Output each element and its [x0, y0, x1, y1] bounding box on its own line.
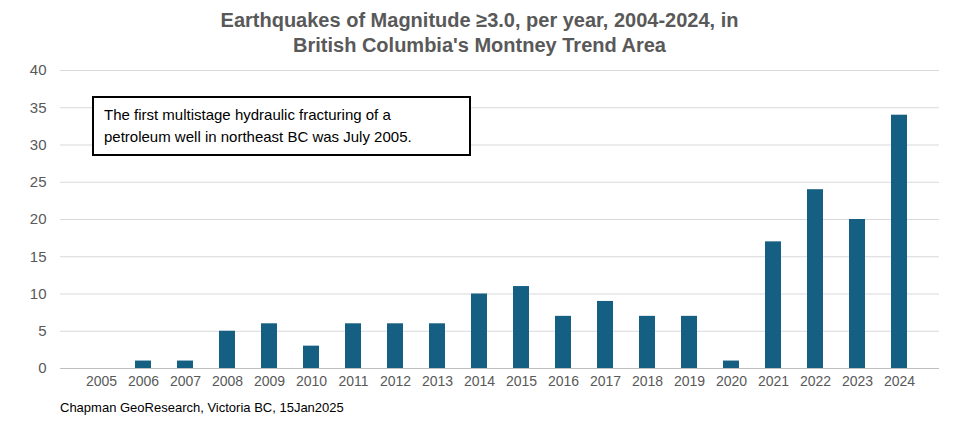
- svg-text:2010: 2010: [296, 373, 327, 389]
- svg-text:2007: 2007: [170, 373, 201, 389]
- svg-text:2023: 2023: [842, 373, 873, 389]
- html-text:The first multistage hydraulic: The first multistage hydraulic fracturin…: [104, 106, 412, 145]
- svg-text:2021: 2021: [758, 373, 789, 389]
- svg-text:5: 5: [38, 322, 46, 339]
- svg-text:30: 30: [30, 136, 47, 153]
- svg-text:2014: 2014: [464, 373, 495, 389]
- svg-text:2006: 2006: [128, 373, 159, 389]
- svg-text:2017: 2017: [590, 373, 621, 389]
- svg-text:2024: 2024: [884, 373, 915, 389]
- svg-text:25: 25: [30, 173, 47, 190]
- svg-text:2008: 2008: [212, 373, 243, 389]
- svg-text:2005: 2005: [86, 373, 117, 389]
- svg-text:40: 40: [30, 61, 47, 78]
- svg-text:2019: 2019: [674, 373, 705, 389]
- svg-text:10: 10: [30, 285, 47, 302]
- svg-text:2020: 2020: [716, 373, 747, 389]
- svg-text:2013: 2013: [422, 373, 453, 389]
- svg-text:2016: 2016: [548, 373, 579, 389]
- svg-text:0: 0: [38, 359, 46, 376]
- svg-text:2018: 2018: [632, 373, 663, 389]
- svg-text:2015: 2015: [506, 373, 537, 389]
- svg-text:20: 20: [30, 210, 47, 227]
- svg-text:2022: 2022: [800, 373, 831, 389]
- html-text:Chapman GeoResearch, Victoria: Chapman GeoResearch, Victoria BC, 15Jan2…: [60, 400, 344, 415]
- svg-text:15: 15: [30, 248, 47, 265]
- html-text:Earthquakes of Magnitude ≥3.0,: Earthquakes of Magnitude ≥3.0, per year,…: [220, 9, 739, 56]
- svg-text:35: 35: [30, 99, 47, 116]
- svg-text:2011: 2011: [338, 373, 368, 389]
- svg-text:2009: 2009: [254, 373, 285, 389]
- svg-text:2012: 2012: [380, 373, 411, 389]
